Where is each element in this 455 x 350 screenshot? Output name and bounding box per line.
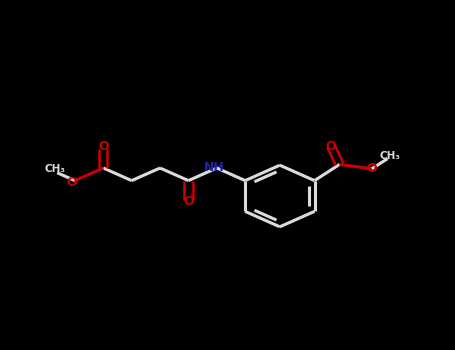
Text: CH₃: CH₃ xyxy=(45,163,66,174)
Text: O: O xyxy=(98,140,109,154)
Text: O: O xyxy=(183,195,194,208)
Text: O: O xyxy=(66,176,76,189)
Text: NH: NH xyxy=(204,161,225,174)
Text: O: O xyxy=(367,162,377,175)
Text: CH₃: CH₃ xyxy=(379,151,400,161)
Text: O: O xyxy=(326,140,336,153)
